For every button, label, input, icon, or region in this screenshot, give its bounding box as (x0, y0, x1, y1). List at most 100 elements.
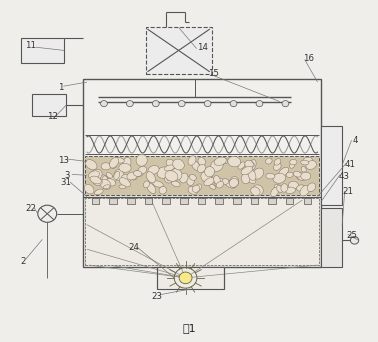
Ellipse shape (242, 173, 250, 184)
Ellipse shape (222, 179, 229, 184)
Ellipse shape (106, 179, 116, 186)
Ellipse shape (274, 184, 282, 192)
Bar (83, 79, 321, 267)
Ellipse shape (138, 167, 147, 174)
Ellipse shape (192, 161, 200, 171)
Ellipse shape (172, 181, 180, 187)
Ellipse shape (167, 173, 172, 181)
Ellipse shape (147, 183, 156, 194)
Ellipse shape (253, 168, 263, 179)
Ellipse shape (164, 176, 172, 183)
Ellipse shape (274, 159, 281, 165)
Text: 3: 3 (65, 171, 70, 180)
Ellipse shape (85, 160, 97, 170)
Bar (92, 198, 99, 204)
Ellipse shape (197, 165, 206, 172)
Circle shape (179, 272, 192, 284)
Text: 24: 24 (129, 244, 140, 252)
Circle shape (152, 101, 159, 107)
Text: 22: 22 (25, 204, 37, 213)
Ellipse shape (277, 185, 283, 193)
Ellipse shape (114, 171, 120, 180)
Circle shape (101, 101, 107, 107)
Ellipse shape (119, 163, 131, 172)
Ellipse shape (109, 176, 116, 183)
Bar (85, 156, 319, 195)
Bar (251, 198, 258, 204)
Ellipse shape (100, 175, 109, 186)
Text: 11: 11 (25, 41, 36, 50)
Bar (198, 198, 205, 204)
Text: 图1: 图1 (182, 323, 196, 333)
Ellipse shape (220, 158, 228, 163)
Ellipse shape (153, 181, 163, 187)
Bar (321, 208, 342, 267)
Ellipse shape (136, 154, 147, 166)
Ellipse shape (290, 159, 297, 165)
Ellipse shape (293, 171, 302, 177)
Ellipse shape (285, 187, 296, 194)
Ellipse shape (93, 178, 102, 185)
Text: 1: 1 (58, 83, 63, 92)
Ellipse shape (266, 173, 275, 179)
Ellipse shape (135, 170, 143, 176)
Ellipse shape (114, 158, 124, 163)
Ellipse shape (159, 186, 167, 194)
Circle shape (204, 101, 211, 107)
Ellipse shape (123, 157, 131, 169)
Ellipse shape (296, 174, 303, 180)
Text: 2: 2 (20, 257, 25, 266)
Ellipse shape (131, 172, 138, 180)
Ellipse shape (171, 169, 182, 180)
Ellipse shape (90, 176, 101, 184)
Text: 21: 21 (342, 187, 353, 196)
Ellipse shape (288, 181, 298, 189)
Ellipse shape (208, 172, 212, 179)
Ellipse shape (121, 174, 131, 182)
Ellipse shape (204, 177, 214, 186)
Ellipse shape (271, 187, 279, 197)
Ellipse shape (194, 184, 202, 192)
Circle shape (38, 205, 57, 222)
Bar (163, 198, 170, 204)
Ellipse shape (103, 185, 110, 189)
Bar (215, 198, 223, 204)
Ellipse shape (94, 189, 103, 195)
Circle shape (282, 101, 289, 107)
Ellipse shape (273, 173, 286, 183)
Circle shape (230, 101, 237, 107)
Ellipse shape (110, 157, 119, 168)
Ellipse shape (100, 179, 111, 189)
Ellipse shape (173, 159, 184, 170)
Ellipse shape (230, 176, 239, 187)
Ellipse shape (133, 171, 142, 176)
Ellipse shape (301, 172, 311, 180)
Ellipse shape (245, 160, 253, 169)
Ellipse shape (204, 167, 215, 177)
Ellipse shape (88, 171, 99, 179)
Ellipse shape (188, 186, 198, 194)
Ellipse shape (101, 163, 111, 170)
Ellipse shape (266, 158, 272, 164)
Text: 15: 15 (208, 69, 219, 78)
Ellipse shape (165, 171, 178, 181)
Bar (180, 198, 187, 204)
Ellipse shape (215, 179, 224, 187)
Ellipse shape (84, 184, 94, 194)
Ellipse shape (241, 166, 253, 175)
Ellipse shape (247, 161, 254, 167)
Ellipse shape (245, 174, 256, 183)
Ellipse shape (187, 175, 195, 186)
Ellipse shape (110, 161, 117, 168)
Bar (268, 198, 276, 204)
Ellipse shape (248, 170, 256, 181)
Ellipse shape (106, 172, 113, 178)
Ellipse shape (192, 185, 200, 192)
Ellipse shape (189, 174, 196, 180)
Ellipse shape (209, 184, 215, 189)
Ellipse shape (127, 172, 137, 180)
Bar (157, 267, 224, 289)
Bar (321, 126, 342, 205)
Bar (146, 27, 212, 74)
Ellipse shape (102, 176, 108, 185)
